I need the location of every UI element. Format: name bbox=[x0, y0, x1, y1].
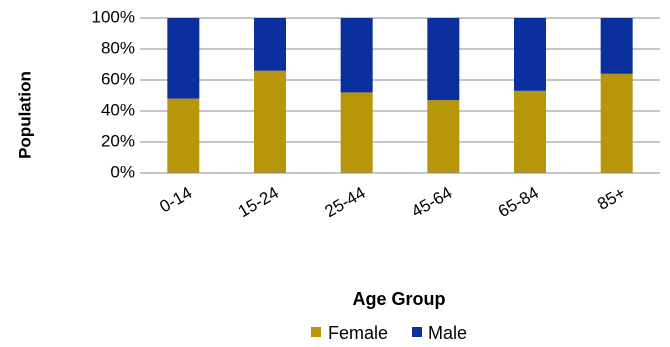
y-tick-label: 100% bbox=[92, 7, 135, 26]
bar-female-45-64 bbox=[427, 100, 460, 173]
x-tick-label: 65-84 bbox=[495, 183, 542, 221]
bar-male-15-24 bbox=[254, 18, 286, 71]
legend: Female Male bbox=[311, 323, 467, 343]
bar-male-25-44 bbox=[340, 18, 373, 93]
y-tick-label: 80% bbox=[101, 38, 135, 57]
bar-male-0-14 bbox=[167, 18, 200, 99]
bar-female-65-84 bbox=[514, 90, 546, 173]
y-tick-labels: 0% 20% 40% 60% 80% 100% bbox=[92, 7, 135, 181]
gridlines bbox=[140, 17, 660, 143]
bar-female-85+ bbox=[600, 73, 633, 173]
x-tick-label: 45-64 bbox=[408, 183, 455, 221]
legend-label-male: Male bbox=[428, 323, 467, 343]
bar-male-45-64 bbox=[427, 18, 460, 101]
y-tick-label: 20% bbox=[101, 131, 135, 150]
bar-male-65-84 bbox=[514, 18, 546, 91]
x-tick-label: 85+ bbox=[594, 183, 629, 214]
bar-female-0-14 bbox=[167, 98, 200, 173]
legend-swatch-female bbox=[311, 327, 321, 337]
legend-label-female: Female bbox=[328, 323, 388, 343]
x-tick-label: 25-44 bbox=[322, 183, 369, 221]
bar-female-25-44 bbox=[340, 92, 373, 173]
y-tick-label: 60% bbox=[101, 69, 135, 88]
legend-swatch-male bbox=[412, 327, 422, 337]
y-axis-title: Population bbox=[15, 71, 34, 159]
x-tick-label: 0-14 bbox=[156, 183, 195, 216]
x-axis-title: Age Group bbox=[353, 289, 446, 309]
y-tick-label: 0% bbox=[110, 162, 135, 181]
bars-group bbox=[167, 18, 633, 173]
x-tick-label: 15-24 bbox=[235, 183, 282, 221]
x-tick-labels: 0-14 15-24 25-44 45-64 65-84 85+ bbox=[156, 183, 628, 221]
y-tick-label: 40% bbox=[101, 100, 135, 119]
bar-male-85+ bbox=[600, 18, 633, 74]
bar-female-15-24 bbox=[254, 70, 286, 173]
